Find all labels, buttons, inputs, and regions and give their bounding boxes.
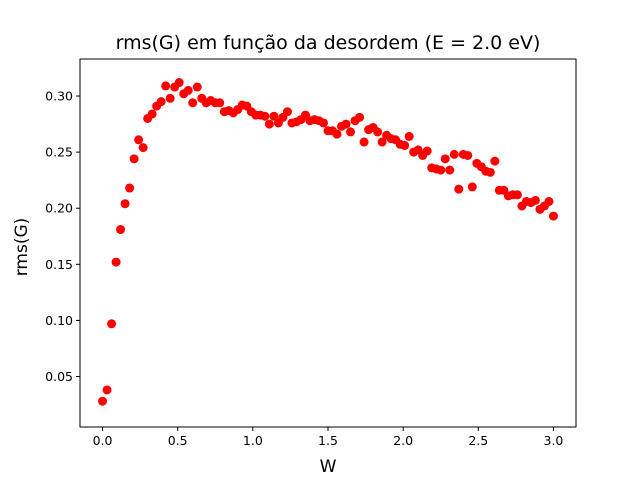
data-point xyxy=(463,150,473,160)
data-point xyxy=(449,149,459,159)
data-point xyxy=(341,119,351,129)
data-point xyxy=(530,195,540,205)
data-point xyxy=(147,109,157,119)
data-point xyxy=(377,137,387,147)
plot-area xyxy=(79,58,577,428)
data-points xyxy=(98,78,558,406)
x-axis-label: W xyxy=(320,457,337,477)
data-point xyxy=(548,211,558,221)
data-point xyxy=(359,137,369,147)
data-point xyxy=(512,190,522,200)
data-point xyxy=(346,127,356,137)
data-point xyxy=(467,182,477,192)
y-tick-label: 0.05 xyxy=(45,369,73,384)
x-tick-label: 1.0 xyxy=(243,433,263,448)
data-point xyxy=(282,107,292,117)
data-point xyxy=(544,196,554,206)
data-point xyxy=(485,167,495,177)
data-point xyxy=(107,319,117,329)
x-tick-label: 0.0 xyxy=(93,433,113,448)
x-tick-label: 2.0 xyxy=(393,433,413,448)
data-point xyxy=(332,129,342,139)
data-point xyxy=(174,78,184,88)
data-point xyxy=(260,111,270,121)
x-tick-label: 0.5 xyxy=(168,433,188,448)
y-tick-label: 0.20 xyxy=(45,201,73,216)
data-point xyxy=(120,199,130,209)
data-point xyxy=(156,97,166,107)
data-point xyxy=(373,127,383,137)
data-point xyxy=(134,135,144,145)
data-point xyxy=(125,183,135,193)
data-point xyxy=(129,154,139,164)
data-point xyxy=(98,396,108,406)
data-point xyxy=(440,154,450,164)
data-point xyxy=(102,385,112,395)
data-point xyxy=(192,82,202,92)
y-axis: 0.05 0.10 0.15 0.20 0.25 0.30 xyxy=(45,89,80,384)
data-point xyxy=(422,146,432,156)
data-point xyxy=(161,81,171,91)
data-point xyxy=(215,98,225,108)
data-point xyxy=(454,184,464,194)
data-point xyxy=(116,225,126,235)
y-tick-label: 0.30 xyxy=(45,89,73,104)
data-point xyxy=(111,257,121,267)
data-point xyxy=(436,165,446,175)
data-point xyxy=(138,143,148,153)
data-point xyxy=(269,111,279,121)
data-point xyxy=(400,140,410,150)
x-tick-label: 2.5 xyxy=(468,433,488,448)
x-tick-label: 1.5 xyxy=(318,433,338,448)
x-tick-label: 3.0 xyxy=(544,433,564,448)
x-axis: 0.0 0.5 1.0 1.5 2.0 2.5 3.0 xyxy=(93,427,564,448)
y-axis-label: rms(G) xyxy=(12,218,32,277)
data-point xyxy=(490,156,500,166)
data-point xyxy=(188,98,198,108)
data-point xyxy=(165,93,175,103)
chart-title: rms(G) em função da desordem (E = 2.0 eV… xyxy=(116,32,541,54)
y-tick-label: 0.25 xyxy=(45,145,73,160)
y-tick-label: 0.10 xyxy=(45,313,73,328)
data-point xyxy=(404,131,414,141)
data-point xyxy=(183,85,193,95)
y-tick-label: 0.15 xyxy=(45,257,73,272)
data-point xyxy=(264,119,274,129)
plot-background xyxy=(80,59,576,427)
data-point xyxy=(318,118,328,128)
data-point xyxy=(355,112,365,122)
data-point xyxy=(445,165,455,175)
